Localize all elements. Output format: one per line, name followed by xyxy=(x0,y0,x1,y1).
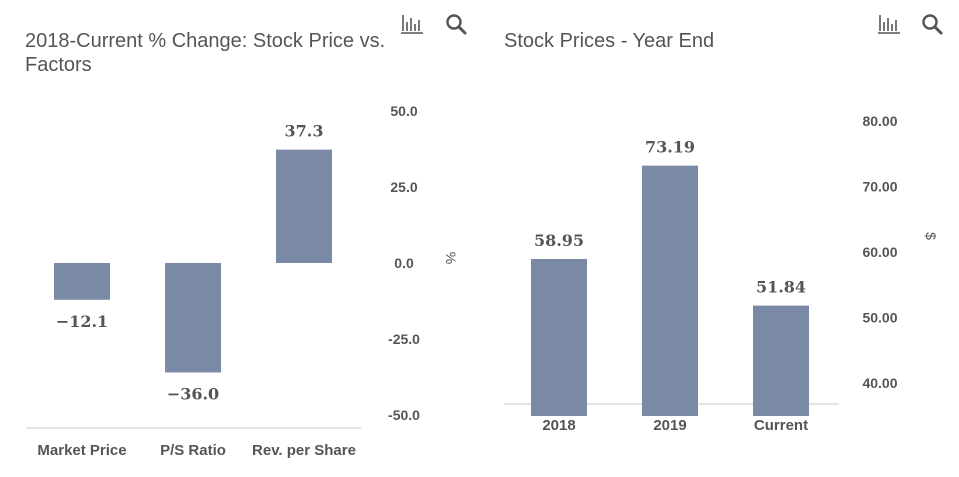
data-label: 51.84 xyxy=(756,278,806,297)
data-label: 73.19 xyxy=(645,138,695,157)
y-tick-label: 60.00 xyxy=(862,244,897,260)
y-tick-label: -50.0 xyxy=(388,407,420,423)
y-tick-label: 80.00 xyxy=(862,113,897,129)
chart-panel-left: 2018-Current % Change: Stock Price vs. F… xyxy=(0,0,475,477)
category-label: Rev. per Share xyxy=(252,442,356,459)
category-label: 2019 xyxy=(653,417,686,434)
y-tick-label: 50.00 xyxy=(862,310,897,326)
data-label: −36.0 xyxy=(167,384,219,403)
category-label: Market Price xyxy=(37,442,126,459)
bar-chart-percent-change: 50.0 25.0 0.0 -25.0 -50.0% −12.1 Market Price −… xyxy=(26,103,459,459)
bar xyxy=(753,305,809,416)
y-tick-label: 50.0 xyxy=(390,103,417,119)
search-icon[interactable] xyxy=(444,12,468,36)
bar-chart-stock-prices: 80.00 70.00 60.00 50.00 40.00 $58.95 2018 73.19… xyxy=(504,113,939,434)
y-tick-label: 70.00 xyxy=(862,179,897,195)
data-label: −12.1 xyxy=(56,312,108,331)
y-tick-label: 25.0 xyxy=(390,179,417,195)
data-label: 37.3 xyxy=(285,122,324,141)
y-tick-label: 40.00 xyxy=(862,375,897,391)
search-icon[interactable] xyxy=(920,12,944,36)
bar-chart-icon[interactable] xyxy=(877,12,901,36)
chart-title: 2018-Current % Change: Stock Price vs. F… xyxy=(25,30,386,76)
chart-title: Stock Prices - Year End xyxy=(504,30,715,52)
bar xyxy=(276,149,332,263)
category-label: P/S Ratio xyxy=(160,442,226,459)
y-tick-label: 0.0 xyxy=(394,255,414,271)
bar xyxy=(54,263,110,300)
bar xyxy=(165,263,221,373)
category-label: Current xyxy=(754,417,808,434)
category-label: 2018 xyxy=(542,417,575,434)
y-axis-title: $ xyxy=(923,232,939,240)
bar-chart-icon[interactable] xyxy=(400,12,424,36)
bar xyxy=(531,258,587,416)
data-label: 58.95 xyxy=(534,231,584,250)
y-axis-title: % xyxy=(443,252,459,264)
y-tick-label: -25.0 xyxy=(388,331,420,347)
bar xyxy=(642,165,698,416)
chart-panel-right: Stock Prices - Year End 80.00 70.00 60.00 5… xyxy=(480,0,959,477)
